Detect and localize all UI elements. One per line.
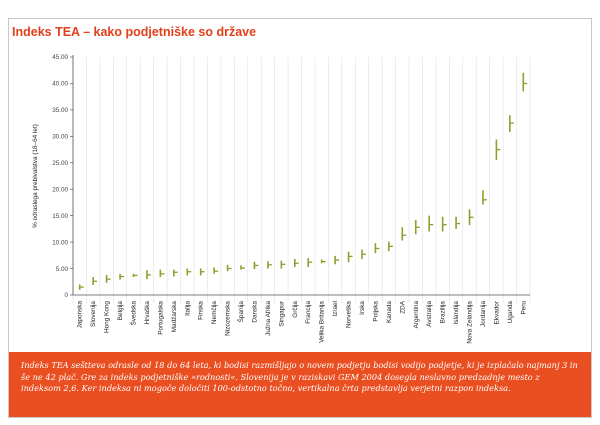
- category-label: Uganda: [507, 301, 514, 324]
- y-tick-label: 20.00: [52, 186, 68, 193]
- category-label: Švedska: [128, 301, 137, 326]
- category-label: Jordanija: [480, 301, 487, 327]
- grid-layer: [72, 57, 531, 303]
- category-label: Danska: [251, 301, 258, 323]
- category-label: Nizozemska: [225, 301, 232, 336]
- category-label: Peru: [520, 301, 527, 315]
- category-label: Grčija: [292, 301, 299, 318]
- y-tick-label: 35.00: [52, 107, 68, 114]
- category-label: Poljska: [372, 301, 379, 322]
- axis-layer: 0 5.00 10.00 15.00 20.00 25.00 30.00 35.00 40.00…: [52, 54, 530, 299]
- category-label: Kanada: [386, 301, 393, 323]
- category-label: Nemčija: [211, 301, 218, 325]
- category-label: Slovenija: [90, 301, 97, 327]
- category-label: ZDA: [399, 300, 406, 314]
- y-tick-label: 0: [64, 292, 68, 299]
- category-label: Portugalska: [157, 301, 164, 335]
- y-tick-label: 45.00: [52, 54, 68, 61]
- category-label: Argentina: [413, 301, 420, 329]
- caption-band: Indeks TEA seštteva odrasle od 18 do 64 …: [9, 352, 591, 417]
- caption-text: Indeks TEA seštteva odrasle od 18 do 64 …: [21, 360, 578, 394]
- category-label: Norveška: [346, 301, 353, 328]
- category-label: Hrvaška: [144, 301, 151, 325]
- y-axis-label: % odraslega prebivalstva (18–64 let): [32, 124, 39, 228]
- category-label: Južna Afrika: [265, 301, 272, 336]
- category-label: Nova Zelandija: [467, 301, 474, 344]
- category-label: Madžarska: [171, 301, 178, 333]
- chart-panel: [8, 18, 592, 418]
- category-label-layer: Japonska Slovenija Hong Kong Belgija Švedska…: [77, 300, 528, 344]
- category-label: Singapur: [278, 300, 285, 326]
- category-label: Islandija: [453, 301, 460, 325]
- category-label: Ekvador: [493, 300, 500, 324]
- y-tick-label: 40.00: [52, 81, 68, 88]
- category-label: Francija: [305, 301, 312, 324]
- category-label: Japonska: [77, 301, 84, 329]
- y-tick-label: 30.00: [52, 134, 68, 141]
- category-label: Velika Britanija: [319, 301, 326, 343]
- chart-title: Indeks TEA – kako podjetniške so države: [12, 25, 257, 39]
- category-label: Španija: [236, 301, 245, 323]
- mark-layer: [78, 72, 528, 290]
- y-tick-label: 10.00: [52, 239, 68, 246]
- y-tick-label: 15.00: [52, 213, 68, 220]
- category-label: Irska: [359, 301, 366, 315]
- category-label: Izrael: [332, 301, 339, 317]
- category-label: Finska: [198, 301, 205, 320]
- y-tick-label: 5.00: [56, 266, 69, 273]
- category-label: Brazilija: [440, 301, 447, 324]
- y-tick-label: 25.00: [52, 160, 68, 167]
- category-label: Avstralija: [426, 301, 433, 327]
- category-label: Italija: [184, 301, 191, 316]
- category-label: Hong Kong: [104, 301, 111, 333]
- category-label: Belgija: [117, 301, 124, 321]
